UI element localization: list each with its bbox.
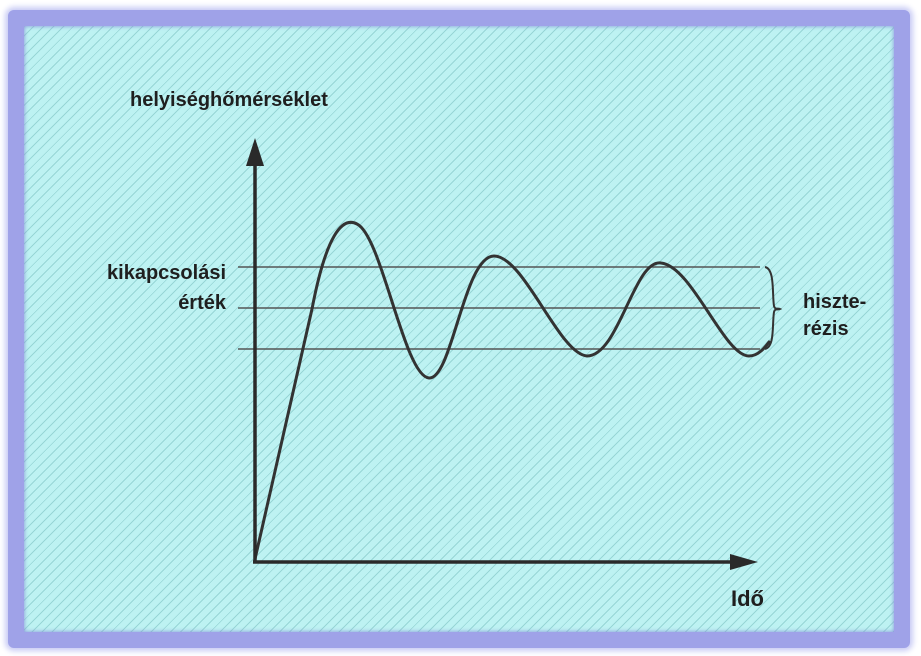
y-axis-label: helyiséghőmérséklet [130, 89, 328, 111]
hysteresis-diagram: helyiséghőmérséklet kikapcsolási érték h… [107, 89, 866, 611]
diagram-frame: helyiséghőmérséklet kikapcsolási érték h… [8, 10, 910, 648]
x-axis-arrowhead [730, 554, 758, 570]
x-axis-label: Idő [731, 586, 764, 611]
hysteresis-label-line2: rézis [803, 318, 849, 340]
hysteresis-brace [764, 266, 783, 350]
setpoint-label-line1: kikapcsolási [107, 262, 226, 284]
y-axis-arrowhead [246, 138, 264, 166]
temperature-curve [253, 221, 771, 561]
setpoint-label-line2: érték [178, 292, 227, 314]
hysteresis-label-line1: hiszte- [803, 291, 866, 313]
